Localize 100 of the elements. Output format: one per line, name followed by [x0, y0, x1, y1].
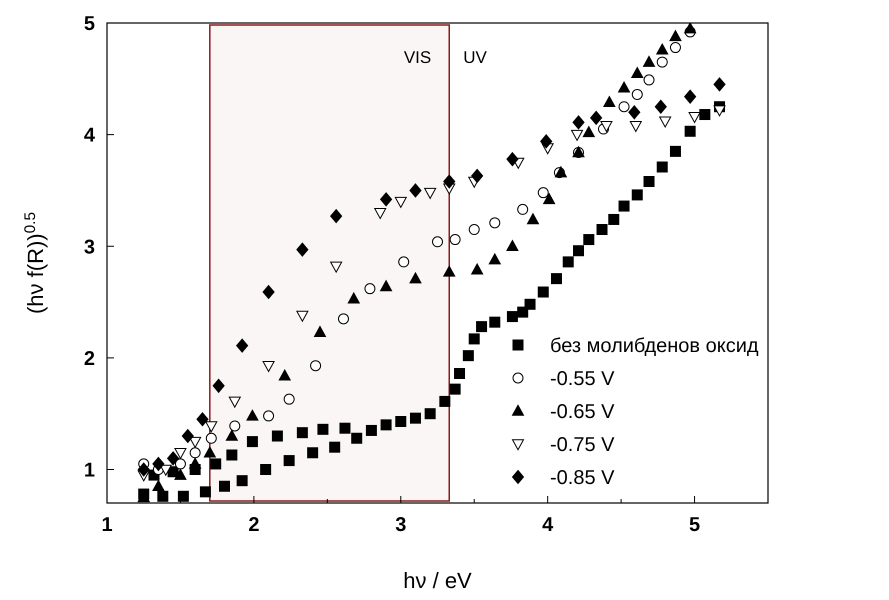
x-axis-title: hν / eV — [403, 568, 472, 593]
point — [296, 427, 308, 438]
point — [206, 432, 217, 444]
y-tick-label: 4 — [84, 124, 96, 147]
point — [228, 396, 241, 408]
point — [572, 115, 585, 130]
point — [476, 321, 488, 332]
point — [380, 280, 392, 292]
point — [348, 292, 360, 304]
point — [654, 100, 667, 114]
point — [196, 412, 208, 426]
point — [684, 90, 696, 104]
x-tick-label: 5 — [688, 514, 700, 536]
point — [260, 464, 272, 476]
point — [684, 23, 696, 34]
point — [296, 310, 308, 322]
point — [543, 193, 556, 204]
point — [157, 490, 168, 502]
point — [189, 458, 202, 469]
point — [339, 422, 350, 434]
point — [632, 189, 643, 200]
point — [204, 446, 216, 458]
point — [284, 455, 295, 466]
y-tick-label: 2 — [84, 348, 95, 370]
point — [351, 432, 362, 444]
point — [538, 286, 549, 298]
point — [380, 192, 392, 206]
point — [226, 450, 238, 460]
point — [330, 209, 342, 224]
point — [590, 110, 602, 125]
x-tick-label: 1 — [101, 514, 113, 536]
point — [432, 236, 443, 248]
point — [443, 174, 456, 189]
point — [656, 162, 668, 172]
legend-label: -0.65 V — [550, 401, 616, 423]
point — [262, 285, 275, 300]
point — [524, 298, 536, 310]
point — [603, 96, 616, 108]
point — [562, 256, 574, 268]
point — [395, 416, 406, 428]
point — [471, 263, 484, 274]
y-tick-label: 5 — [84, 13, 95, 35]
x-tick-label: 2 — [248, 514, 260, 536]
point — [550, 273, 562, 284]
point — [409, 183, 422, 198]
point — [656, 44, 668, 55]
point — [506, 311, 518, 322]
point — [410, 412, 421, 424]
point — [219, 480, 230, 492]
point — [489, 316, 500, 328]
point — [212, 378, 225, 393]
point — [488, 253, 501, 264]
legend-label: -0.75 V — [550, 434, 616, 456]
point — [394, 196, 407, 208]
point — [506, 152, 518, 166]
legend-label: -0.55 V — [550, 368, 616, 390]
point — [608, 214, 620, 225]
point — [167, 451, 180, 466]
point — [684, 126, 696, 137]
point — [596, 224, 608, 236]
point — [571, 130, 584, 141]
annotation: UV — [463, 48, 488, 67]
point — [263, 410, 274, 422]
point — [226, 430, 238, 441]
point — [644, 176, 655, 188]
point — [398, 256, 410, 268]
point — [246, 410, 258, 421]
x-tick-label: 4 — [542, 514, 554, 536]
point — [307, 447, 318, 458]
point — [618, 81, 630, 92]
point — [200, 486, 211, 498]
point — [517, 306, 528, 318]
point — [138, 462, 150, 477]
point — [714, 77, 726, 92]
point — [366, 424, 377, 436]
point — [628, 105, 640, 120]
point — [174, 468, 186, 480]
point — [314, 326, 326, 337]
point — [582, 126, 595, 138]
point — [409, 272, 422, 284]
point — [330, 262, 342, 273]
point — [152, 480, 164, 492]
point — [236, 475, 248, 486]
point — [278, 369, 291, 380]
legend-label: без молибденов оксид — [550, 335, 759, 357]
point — [471, 168, 484, 183]
legend-label: -0.85 V — [550, 467, 616, 489]
point — [380, 419, 392, 430]
annotation: VIS — [404, 48, 432, 67]
point — [439, 396, 450, 407]
point — [152, 456, 164, 471]
point — [182, 429, 194, 444]
point — [643, 56, 656, 67]
point — [669, 30, 682, 42]
point — [338, 313, 349, 324]
point — [450, 384, 461, 395]
point — [205, 421, 218, 432]
point — [618, 200, 630, 212]
point — [329, 442, 340, 453]
point — [364, 283, 376, 294]
